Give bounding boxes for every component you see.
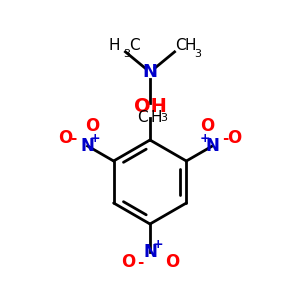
- Text: N: N: [206, 137, 219, 155]
- Text: O: O: [200, 117, 214, 135]
- Text: O: O: [58, 129, 73, 147]
- Text: C: C: [137, 110, 148, 125]
- Text: N: N: [143, 243, 157, 261]
- Text: C: C: [176, 38, 186, 53]
- Text: +: +: [200, 131, 211, 145]
- Text: -: -: [222, 130, 229, 146]
- Text: +: +: [153, 238, 163, 250]
- Text: O: O: [165, 253, 179, 271]
- Text: 3: 3: [195, 49, 202, 59]
- Text: H: H: [184, 38, 196, 53]
- Text: 3: 3: [123, 49, 130, 59]
- Text: H: H: [109, 38, 120, 53]
- Text: H: H: [150, 110, 161, 125]
- Text: N: N: [142, 63, 158, 81]
- Text: -: -: [137, 254, 143, 269]
- Text: O: O: [85, 117, 100, 135]
- Text: -: -: [70, 130, 77, 146]
- Text: OH: OH: [134, 97, 166, 116]
- Text: N: N: [81, 137, 94, 155]
- Text: O: O: [227, 129, 242, 147]
- Text: O: O: [121, 253, 135, 271]
- Text: 3: 3: [160, 113, 167, 123]
- Text: +: +: [89, 131, 100, 145]
- Text: C: C: [129, 38, 140, 53]
